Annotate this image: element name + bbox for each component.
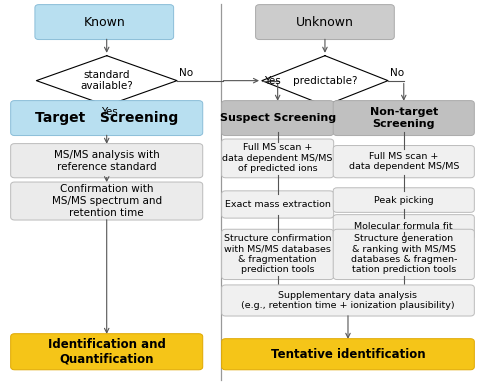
Text: predictable?: predictable? — [292, 76, 356, 86]
FancyBboxPatch shape — [221, 191, 333, 218]
FancyBboxPatch shape — [333, 229, 473, 280]
Text: No: No — [179, 68, 193, 78]
FancyBboxPatch shape — [221, 101, 333, 136]
Text: Confirmation with
MS/MS spectrum and
retention time: Confirmation with MS/MS spectrum and ret… — [51, 184, 162, 218]
Text: Molecular formula fit: Molecular formula fit — [354, 222, 452, 232]
Text: standard
available?: standard available? — [80, 70, 133, 91]
FancyBboxPatch shape — [35, 5, 173, 40]
Text: Tentative identification: Tentative identification — [270, 348, 424, 361]
FancyBboxPatch shape — [221, 229, 333, 280]
Text: Full MS scan +
data dependent MS/MS: Full MS scan + data dependent MS/MS — [348, 152, 458, 171]
FancyBboxPatch shape — [333, 215, 473, 239]
Text: Non-target
Screening: Non-target Screening — [369, 107, 437, 129]
Text: Unknown: Unknown — [295, 16, 353, 28]
Text: Peak picking: Peak picking — [373, 195, 433, 205]
FancyBboxPatch shape — [255, 5, 393, 40]
FancyBboxPatch shape — [333, 188, 473, 212]
Text: Identification and
Quantification: Identification and Quantification — [47, 338, 166, 366]
Text: Structure confirmation
with MS/MS databases
& fragmentation
prediction tools: Structure confirmation with MS/MS databa… — [224, 234, 331, 275]
FancyBboxPatch shape — [221, 285, 473, 316]
Text: Target   Screening: Target Screening — [35, 111, 178, 125]
Text: Known: Known — [83, 16, 125, 28]
FancyBboxPatch shape — [333, 101, 473, 136]
FancyBboxPatch shape — [333, 146, 473, 178]
FancyBboxPatch shape — [11, 144, 202, 178]
Text: Supplementary data analysis
(e.g., retention time + ionization plausibility): Supplementary data analysis (e.g., reten… — [241, 291, 454, 310]
Text: MS/MS analysis with
reference standard: MS/MS analysis with reference standard — [54, 150, 159, 172]
Text: Exact mass extraction: Exact mass extraction — [224, 200, 330, 209]
FancyBboxPatch shape — [11, 334, 202, 370]
FancyBboxPatch shape — [11, 182, 202, 220]
FancyBboxPatch shape — [221, 139, 333, 178]
Text: No: No — [390, 68, 404, 78]
Text: Yes: Yes — [264, 76, 281, 86]
Text: Yes: Yes — [101, 107, 117, 117]
Text: Structure generation
& ranking with MS/MS
databases & fragmen-
tation prediction: Structure generation & ranking with MS/M… — [350, 234, 456, 275]
Text: Full MS scan +
data dependent MS/MS
of predicted ions: Full MS scan + data dependent MS/MS of p… — [222, 144, 332, 173]
Text: Suspect Screening: Suspect Screening — [219, 113, 335, 123]
FancyBboxPatch shape — [221, 339, 473, 370]
FancyBboxPatch shape — [11, 101, 202, 136]
